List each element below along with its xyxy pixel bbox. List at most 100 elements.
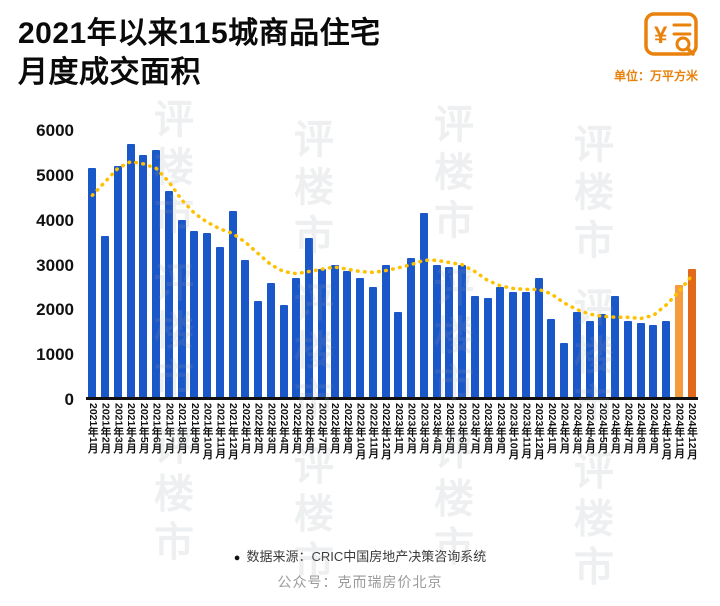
x-tick-label: 2023年11月 [520,403,533,459]
bar-2021年2月[interactable] [101,235,110,397]
x-tick-label: 2023年3月 [418,403,431,454]
bar-2024年8月[interactable] [636,323,645,397]
bar-2022年1月[interactable] [241,260,250,397]
y-tick-label: 0 [64,390,74,409]
bar-2021年7月[interactable] [164,190,173,397]
bar-2021年1月[interactable] [88,168,97,397]
x-tick-label: 2024年1月 [545,403,558,454]
bar-2022年4月[interactable] [279,305,288,397]
x-tick-label: 2024年7月 [622,403,635,454]
y-axis: 0 1000 2000 3000 4000 5000 6000 [20,121,80,409]
bar-2023年7月[interactable] [470,296,479,397]
x-tick-label: 2023年12月 [533,403,545,460]
bar-slot [545,128,558,397]
bar-slot [583,128,596,397]
bar-slot [137,128,150,397]
bar-2022年6月[interactable] [305,237,314,397]
plot-outer: 评楼市 评楼市 评楼市 评楼市 评楼市 评楼市 评楼市 评楼市 评楼市 评楼市 … [86,98,698,593]
y-tick-label: 2000 [36,300,74,320]
bar-slot [456,128,469,397]
bar-2021年11月[interactable] [215,246,224,397]
bar-2021年8月[interactable] [177,219,186,397]
x-tick-label: 2021年2月 [99,403,112,454]
y-tick-label: 5000 [36,165,74,185]
x-tick-label: 2021年6月 [150,403,163,454]
x-tick-label: 2023年7月 [469,403,482,454]
bar-2024年11月[interactable] [674,284,683,397]
bar-2021年10月[interactable] [203,233,212,397]
bar-2024年12月[interactable] [687,269,696,397]
x-tick-label: 2024年2月 [558,403,571,454]
bar-2023年2月[interactable] [407,258,416,397]
bar-slot [163,128,176,397]
bar-2023年12月[interactable] [534,278,543,397]
bar-2022年2月[interactable] [254,300,263,397]
bar-2022年5月[interactable] [292,278,301,397]
bar-2022年3月[interactable] [266,282,275,397]
bar-2022年7月[interactable] [317,269,326,397]
bar-2021年5月[interactable] [139,154,148,397]
bar-slot [201,128,214,397]
x-tick-label: 2022年12月 [380,403,392,460]
x-tick-label: 2022年2月 [252,403,265,454]
bar-slot [354,128,367,397]
bar-slot [494,128,507,397]
bar-slot [634,128,647,397]
bar-2023年11月[interactable] [521,291,530,397]
title-line-1: 2021年以来115城商品住宅 [18,17,381,50]
bar-2021年12月[interactable] [228,210,237,397]
bar-2024年7月[interactable] [623,320,632,397]
bar-2023年4月[interactable] [432,264,441,397]
bar-slot [622,128,635,397]
bar-slot [392,128,405,397]
x-tick-label: 2021年10月 [201,403,214,460]
bar-slot [558,128,571,397]
bar-slot [341,128,354,397]
yuan-magnifier-icon: ¥ [644,12,698,63]
bar-2024年2月[interactable] [560,343,569,397]
bar-2024年9月[interactable] [649,325,658,397]
bar-slot [214,128,227,397]
bar-2023年3月[interactable] [419,213,428,397]
bar-2023年8月[interactable] [483,298,492,397]
bar-2024年10月[interactable] [662,320,671,397]
bar-slot [252,128,265,397]
x-tick-label: 2022年6月 [303,403,316,454]
x-tick-label: 2024年5月 [596,403,609,454]
bar-2023年5月[interactable] [445,266,454,397]
x-tick-label: 2022年5月 [290,403,303,454]
x-axis-labels: 2021年1月 2021年2月 2021年3月 2021年4月 2021年5月 2021年… [86,403,698,503]
bar-slot [469,128,482,397]
bar-2021年4月[interactable] [126,143,135,397]
bar-2024年3月[interactable] [572,311,581,397]
x-tick-label: 2023年8月 [482,403,494,454]
bar-2022年9月[interactable] [343,271,352,397]
bar-slot [609,128,622,397]
x-tick-label: 2024年12月 [686,403,698,460]
bar-slot [647,128,660,397]
bar-2023年9月[interactable] [496,287,505,397]
bar-2024年6月[interactable] [611,296,620,397]
bar-2021年9月[interactable] [190,231,199,397]
bar-2023年1月[interactable] [394,311,403,397]
bar-2021年6月[interactable] [152,150,161,397]
bar-2022年11月[interactable] [368,287,377,397]
x-tick-label: 2021年8月 [176,403,188,454]
bar-slot [112,128,125,397]
bar-slot [520,128,533,397]
bar-2022年8月[interactable] [330,264,339,397]
x-tick-label: 2024年3月 [571,403,584,454]
bar-slot [660,128,673,397]
bar-2022年12月[interactable] [381,264,390,397]
bar-2024年1月[interactable] [547,318,556,397]
bar-2021年3月[interactable] [113,166,122,397]
bar-2022年10月[interactable] [356,278,365,397]
bar-2023年10月[interactable] [509,291,518,397]
bar-slot [367,128,380,397]
bar-2024年4月[interactable] [585,320,594,397]
bar-2023年6月[interactable] [458,264,467,397]
unit-label: 单位：万平方米 [613,69,698,83]
bar-2024年5月[interactable] [598,314,607,397]
data-source-text: 数据来源：CRIC中国房地产决策咨询系统 [246,549,487,564]
x-tick-label: 2021年1月 [86,403,99,454]
